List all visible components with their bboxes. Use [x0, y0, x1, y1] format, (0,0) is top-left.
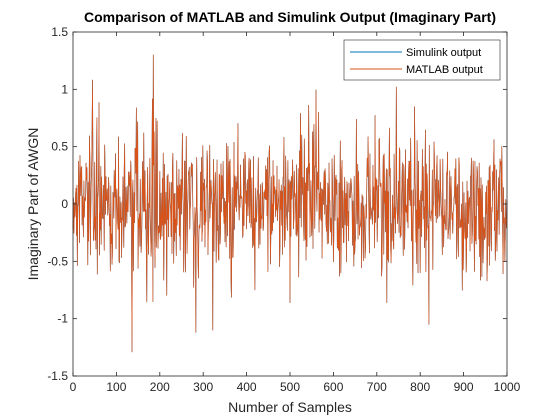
legend-label-matlab: MATLAB output — [406, 64, 483, 76]
series-line-matlab — [72, 54, 508, 353]
x-tick-label: 1000 — [494, 380, 521, 394]
x-tick-label: 0 — [70, 380, 77, 394]
x-tick-label: 200 — [150, 380, 170, 394]
x-tick-label: 400 — [237, 380, 257, 394]
x-tick-label: 300 — [193, 380, 213, 394]
legend: Simulink output MATLAB output — [343, 39, 501, 81]
legend-label-simulink: Simulink output — [406, 47, 481, 59]
y-axis-label: Imaginary Part of AWGN — [25, 128, 41, 281]
tick-labels: 0 100 200 300 400 500 600 700 800 900 1000 1.5 1 0.5 0… — [47, 25, 520, 394]
x-tick-label: 100 — [106, 380, 126, 394]
y-tick-label: -1.5 — [47, 369, 68, 383]
axis-ticks — [72, 31, 508, 377]
x-tick-label: 600 — [323, 380, 343, 394]
y-tick-label: 0.5 — [51, 140, 68, 154]
x-axis-label: Number of Samples — [228, 399, 352, 415]
y-tick-label: -0.5 — [47, 254, 68, 268]
series-layer — [72, 54, 508, 353]
x-tick-label: 500 — [280, 380, 300, 394]
y-tick-label: -1 — [57, 312, 68, 326]
legend-box — [343, 39, 501, 81]
y-tick-label: 1.5 — [51, 25, 68, 39]
y-tick-label: 1 — [61, 82, 68, 96]
x-tick-label: 700 — [367, 380, 387, 394]
x-tick-label: 900 — [454, 380, 474, 394]
y-tick-label: 0 — [61, 197, 68, 211]
chart-title: Comparison of MATLAB and Simulink Output… — [84, 9, 496, 25]
x-tick-label: 800 — [410, 380, 430, 394]
